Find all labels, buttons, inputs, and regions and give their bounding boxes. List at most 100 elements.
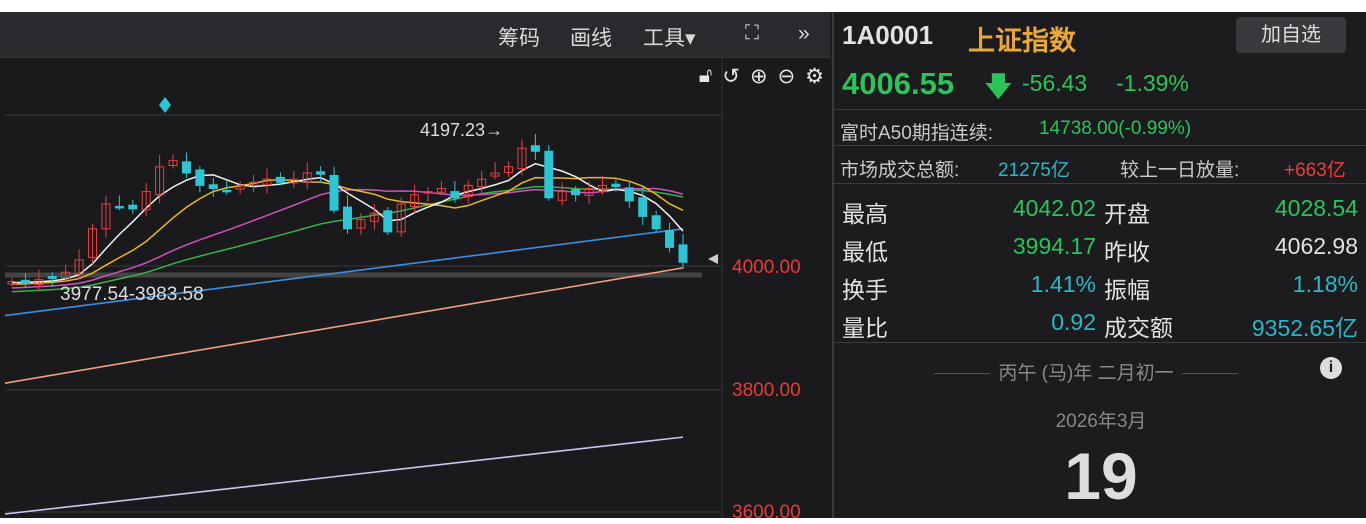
down-arrow-icon: 🡇 [984,71,1013,102]
stat-value: 1.41% [1030,271,1096,297]
chart-panel: 筹码 画线 工具▾ ⛶ » 🔓︎ ↺ ⊕ ⊖ ⚙ 4197.23→ 3977.5… [0,12,830,523]
candle-body [275,176,285,183]
candle-body [168,160,178,167]
quote-header: 1A0001 上证指数 加自选 [834,12,1366,60]
stat-value: 9352.65亿 [1251,315,1358,341]
candle-body [410,194,420,207]
stats-row: 量比 0.92 成交额 9352.65亿 [834,304,1366,342]
draw-line-button[interactable]: 画线 [570,27,612,50]
lock-icon[interactable]: 🔓︎ [698,64,713,87]
candle-body [369,212,379,222]
market-row: 市场成交总额: 21275亿 较上一日放量: +663亿 [834,148,1366,184]
candle-body [665,230,675,248]
candle-body [638,197,648,217]
candle-body [517,147,527,170]
ma60-line [4,228,684,317]
range-label: 3977.54-3983.58 [60,284,204,305]
candle-body [396,203,406,233]
stat-value: 0.92 [1051,309,1096,335]
price-marker-icon [708,254,718,264]
stat-label: 开盘 [1104,201,1150,227]
zoom-out-icon[interactable]: ⊖ [777,65,796,88]
price-row: 4006.55 🡇 -56.43 -1.39% [834,60,1366,110]
a50-row: 富时A50期指连续: 14738.00(-0.99%) [834,112,1366,146]
candle-body [329,174,339,211]
candle-body [450,191,460,199]
a50-value: 14738.00(-0.99%) [1039,118,1192,139]
candlestick-chart[interactable] [0,12,830,518]
zoom-in-icon[interactable]: ⊕ [749,65,768,88]
candle-body [101,203,111,230]
stat-value: 3994.17 [1012,233,1096,259]
last-price: 4006.55 [842,66,955,101]
quote-panel: 1A0001 上证指数 加自选 4006.55 🡇 -56.43 -1.39% … [832,12,1366,518]
candle-body [463,184,473,198]
candle-body [181,161,191,174]
axis-label: 3600.00 [732,502,801,523]
tools-menu[interactable]: 工具▾ [643,27,696,50]
candle-body [423,191,433,194]
stats-row: 最低 3994.17 昨收 4062.98 [834,228,1366,266]
calendar-day: 19 [1064,439,1138,513]
candle-body [530,145,540,152]
add-watchlist-button[interactable]: 加自选 [1236,17,1346,53]
stats-table: 最高 4042.02 开盘 4028.54 最低 3994.17 昨收 4062.… [834,190,1366,342]
candle-body [504,166,514,173]
ma10-line [11,176,684,286]
candle-body [544,150,554,199]
candle-body [34,279,44,286]
candle-body [114,205,124,209]
stat-label: 换手 [842,277,888,303]
chips-button[interactable]: 筹码 [498,27,540,50]
stock-code: 1A0001 [842,20,934,50]
candle-body [490,172,500,177]
candle-body [222,189,232,193]
gear-icon[interactable]: ⚙ [805,65,824,88]
candle-body [477,178,487,188]
candle-body [7,281,17,285]
axis-label: 4000.00 [732,257,801,278]
stat-label: 昨收 [1104,239,1150,265]
a50-label: 富时A50期指连续: [840,123,994,144]
candle-body [584,188,594,196]
candle-body [195,169,205,186]
candle-body [155,166,165,196]
market-value: 21275亿 [998,160,1070,181]
candle-body [678,244,688,263]
more-icon[interactable]: » [798,22,810,45]
candle-body [262,178,272,186]
stat-label: 最低 [842,239,888,265]
price-change-pct: -1.39% [1116,70,1189,96]
stat-label: 量比 [842,315,888,341]
candle-body [249,181,259,186]
market-label: 市场成交总额: [840,160,960,181]
candle-body [571,189,581,196]
candle-body [624,187,634,202]
stock-app: 筹码 画线 工具▾ ⛶ » 🔓︎ ↺ ⊕ ⊖ ⚙ 4197.23→ 3977.5… [0,12,1366,523]
undo-icon[interactable]: ↺ [722,65,740,88]
stat-value: 1.18% [1292,271,1358,297]
candle-body [235,184,245,190]
stats-row: 换手 1.41% 振幅 1.18% [834,266,1366,304]
compare-value: +663亿 [1284,160,1346,181]
stock-name: 上证指数 [968,26,1076,56]
lunar-date: 丙午 (马)年 二月初一 [926,358,1246,385]
candle-body [436,188,446,193]
candle-body [47,276,57,279]
candle-body [597,184,607,193]
lunar-text: 丙午 (马)年 二月初一 [998,363,1174,384]
expand-icon[interactable]: ⛶ [745,22,759,44]
candle-body [302,172,312,183]
candle-body [74,259,84,275]
stat-label: 振幅 [1104,277,1150,303]
compare-label: 较上一日放量: [1120,160,1240,181]
stats-row: 最高 4042.02 开盘 4028.54 [834,190,1366,228]
price-change: -56.43 [1022,70,1088,96]
stat-value: 4062.98 [1274,233,1358,259]
stat-value: 4028.54 [1274,195,1358,221]
calendar-month: 2026年3月 [1055,411,1147,432]
candle-body [208,184,218,189]
candle-body [343,206,352,230]
info-icon[interactable]: i [1320,357,1342,379]
axis-label: 3800.00 [732,380,801,401]
